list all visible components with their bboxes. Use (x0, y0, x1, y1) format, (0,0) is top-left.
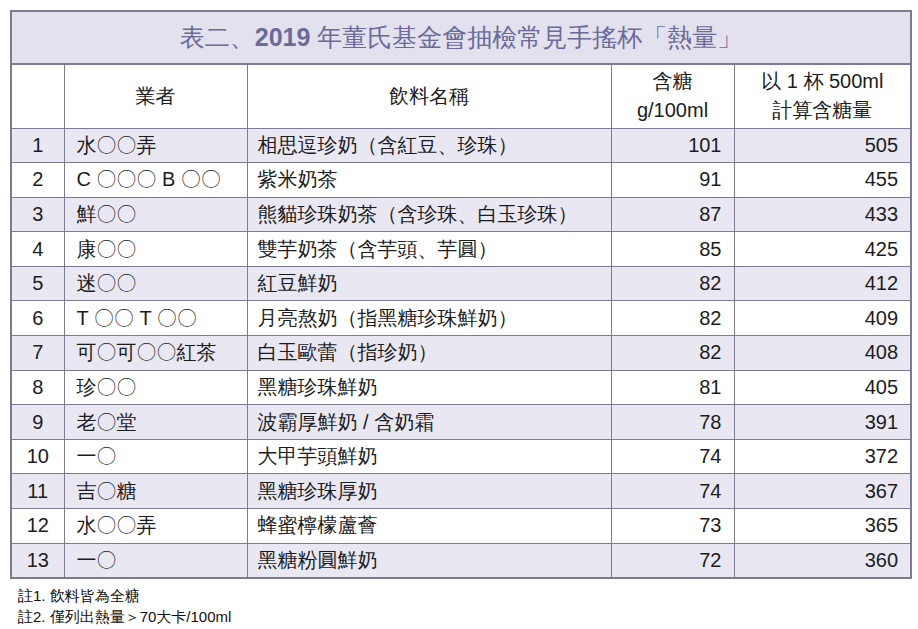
row-no: 5 (11, 266, 64, 301)
header-per-cup: 以 1 杯 500ml 計算含糖量 (734, 64, 911, 128)
title-year: 2019 (255, 23, 311, 51)
row-no: 8 (11, 370, 64, 405)
drink-cell: 白玉歐蕾（指珍奶） (247, 336, 611, 371)
notes: 註1. 飲料皆為全糖 註2. 僅列出熱量＞70大卡/100ml (18, 585, 910, 627)
sugar-cell: 74 (611, 439, 734, 474)
table-body: 1水〇〇弄相思逗珍奶（含紅豆、珍珠）1015052C 〇〇〇 B 〇〇紫米奶茶9… (11, 128, 911, 578)
row-no: 4 (11, 232, 64, 267)
sugar-cell: 81 (611, 370, 734, 405)
per-cup-cell: 391 (734, 405, 911, 440)
header-vendor: 業者 (64, 64, 247, 128)
header-sugar-line1: 含糖 (653, 70, 693, 92)
sugar-cell: 85 (611, 232, 734, 267)
table-row: 6T 〇〇 T 〇〇月亮熬奶（指黑糖珍珠鮮奶）82409 (11, 301, 911, 336)
row-no: 1 (11, 128, 64, 163)
header-sugar: 含糖 g/100ml (611, 64, 734, 128)
per-cup-cell: 408 (734, 336, 911, 371)
per-cup-cell: 372 (734, 439, 911, 474)
vendor-cell: 鮮〇〇 (64, 197, 247, 232)
table-row: 13一〇黑糖粉圓鮮奶72360 (11, 543, 911, 578)
table-row: 3鮮〇〇熊貓珍珠奶茶（含珍珠、白玉珍珠）87433 (11, 197, 911, 232)
per-cup-cell: 425 (734, 232, 911, 267)
row-no: 3 (11, 197, 64, 232)
vendor-cell: 可〇可〇〇紅茶 (64, 336, 247, 371)
header-drink: 飲料名稱 (247, 64, 611, 128)
note-1: 註1. 飲料皆為全糖 (18, 585, 910, 606)
table-row: 1水〇〇弄相思逗珍奶（含紅豆、珍珠）101505 (11, 128, 911, 163)
sugar-cell: 82 (611, 301, 734, 336)
vendor-cell: 水〇〇弄 (64, 128, 247, 163)
vendor-cell: T 〇〇 T 〇〇 (64, 301, 247, 336)
sugar-cell: 72 (611, 543, 734, 578)
sugar-cell: 101 (611, 128, 734, 163)
sugar-cell: 91 (611, 163, 734, 198)
per-cup-cell: 412 (734, 266, 911, 301)
sugar-cell: 82 (611, 266, 734, 301)
vendor-cell: C 〇〇〇 B 〇〇 (64, 163, 247, 198)
per-cup-cell: 455 (734, 163, 911, 198)
row-no: 13 (11, 543, 64, 578)
title-suffix: 年董氏基金會抽檢常見手搖杯「熱量」 (310, 23, 742, 51)
drink-cell: 波霸厚鮮奶 / 含奶霜 (247, 405, 611, 440)
table-row: 8珍〇〇黑糖珍珠鮮奶81405 (11, 370, 911, 405)
row-no: 10 (11, 439, 64, 474)
vendor-cell: 康〇〇 (64, 232, 247, 267)
drink-cell: 熊貓珍珠奶茶（含珍珠、白玉珍珠） (247, 197, 611, 232)
sugar-cell: 82 (611, 336, 734, 371)
vendor-cell: 一〇 (64, 543, 247, 578)
row-no: 11 (11, 474, 64, 509)
table-row: 4康〇〇雙芋奶茶（含芋頭、芋圓）85425 (11, 232, 911, 267)
row-no: 2 (11, 163, 64, 198)
table-row: 5迷〇〇紅豆鮮奶82412 (11, 266, 911, 301)
drink-cell: 相思逗珍奶（含紅豆、珍珠） (247, 128, 611, 163)
vendor-cell: 老〇堂 (64, 405, 247, 440)
row-no: 6 (11, 301, 64, 336)
drink-cell: 蜂蜜檸檬蘆薈 (247, 509, 611, 544)
table-row: 9老〇堂波霸厚鮮奶 / 含奶霜78391 (11, 405, 911, 440)
per-cup-cell: 505 (734, 128, 911, 163)
drink-cell: 黑糖珍珠鮮奶 (247, 370, 611, 405)
header-per-cup-line1: 以 1 杯 500ml (761, 70, 883, 92)
drink-cell: 紫米奶茶 (247, 163, 611, 198)
per-cup-cell: 360 (734, 543, 911, 578)
vendor-cell: 水〇〇弄 (64, 509, 247, 544)
table-row: 7可〇可〇〇紅茶白玉歐蕾（指珍奶）82408 (11, 336, 911, 371)
vendor-cell: 一〇 (64, 439, 247, 474)
row-no: 12 (11, 509, 64, 544)
title-prefix: 表二、 (180, 23, 255, 51)
per-cup-cell: 409 (734, 301, 911, 336)
per-cup-cell: 433 (734, 197, 911, 232)
table-title: 表二、2019 年董氏基金會抽檢常見手搖杯「熱量」 (11, 11, 911, 64)
table-row: 11吉〇糖黑糖珍珠厚奶74367 (11, 474, 911, 509)
vendor-cell: 吉〇糖 (64, 474, 247, 509)
sugar-cell: 73 (611, 509, 734, 544)
header-per-cup-line2: 計算含糖量 (772, 99, 872, 121)
drink-cell: 紅豆鮮奶 (247, 266, 611, 301)
vendor-cell: 迷〇〇 (64, 266, 247, 301)
drink-cell: 月亮熬奶（指黑糖珍珠鮮奶） (247, 301, 611, 336)
header-row: 業者 飲料名稱 含糖 g/100ml 以 1 杯 500ml 計算含糖量 (11, 64, 911, 128)
page: 表二、2019 年董氏基金會抽檢常見手搖杯「熱量」 業者 飲料名稱 含糖 g/1… (0, 0, 918, 627)
drink-cell: 大甲芋頭鮮奶 (247, 439, 611, 474)
table-row: 12水〇〇弄蜂蜜檸檬蘆薈73365 (11, 509, 911, 544)
per-cup-cell: 367 (734, 474, 911, 509)
table-row: 2C 〇〇〇 B 〇〇紫米奶茶91455 (11, 163, 911, 198)
table-row: 10一〇大甲芋頭鮮奶74372 (11, 439, 911, 474)
per-cup-cell: 365 (734, 509, 911, 544)
header-no (11, 64, 64, 128)
drink-cell: 黑糖珍珠厚奶 (247, 474, 611, 509)
table-title-row: 表二、2019 年董氏基金會抽檢常見手搖杯「熱量」 (11, 11, 911, 64)
drink-cell: 黑糖粉圓鮮奶 (247, 543, 611, 578)
drink-cell: 雙芋奶茶（含芋頭、芋圓） (247, 232, 611, 267)
row-no: 7 (11, 336, 64, 371)
sugar-cell: 87 (611, 197, 734, 232)
calorie-table: 表二、2019 年董氏基金會抽檢常見手搖杯「熱量」 業者 飲料名稱 含糖 g/1… (10, 10, 912, 579)
sugar-cell: 74 (611, 474, 734, 509)
note-2: 註2. 僅列出熱量＞70大卡/100ml (18, 606, 910, 627)
sugar-cell: 78 (611, 405, 734, 440)
per-cup-cell: 405 (734, 370, 911, 405)
vendor-cell: 珍〇〇 (64, 370, 247, 405)
header-sugar-line2: g/100ml (637, 99, 708, 121)
row-no: 9 (11, 405, 64, 440)
